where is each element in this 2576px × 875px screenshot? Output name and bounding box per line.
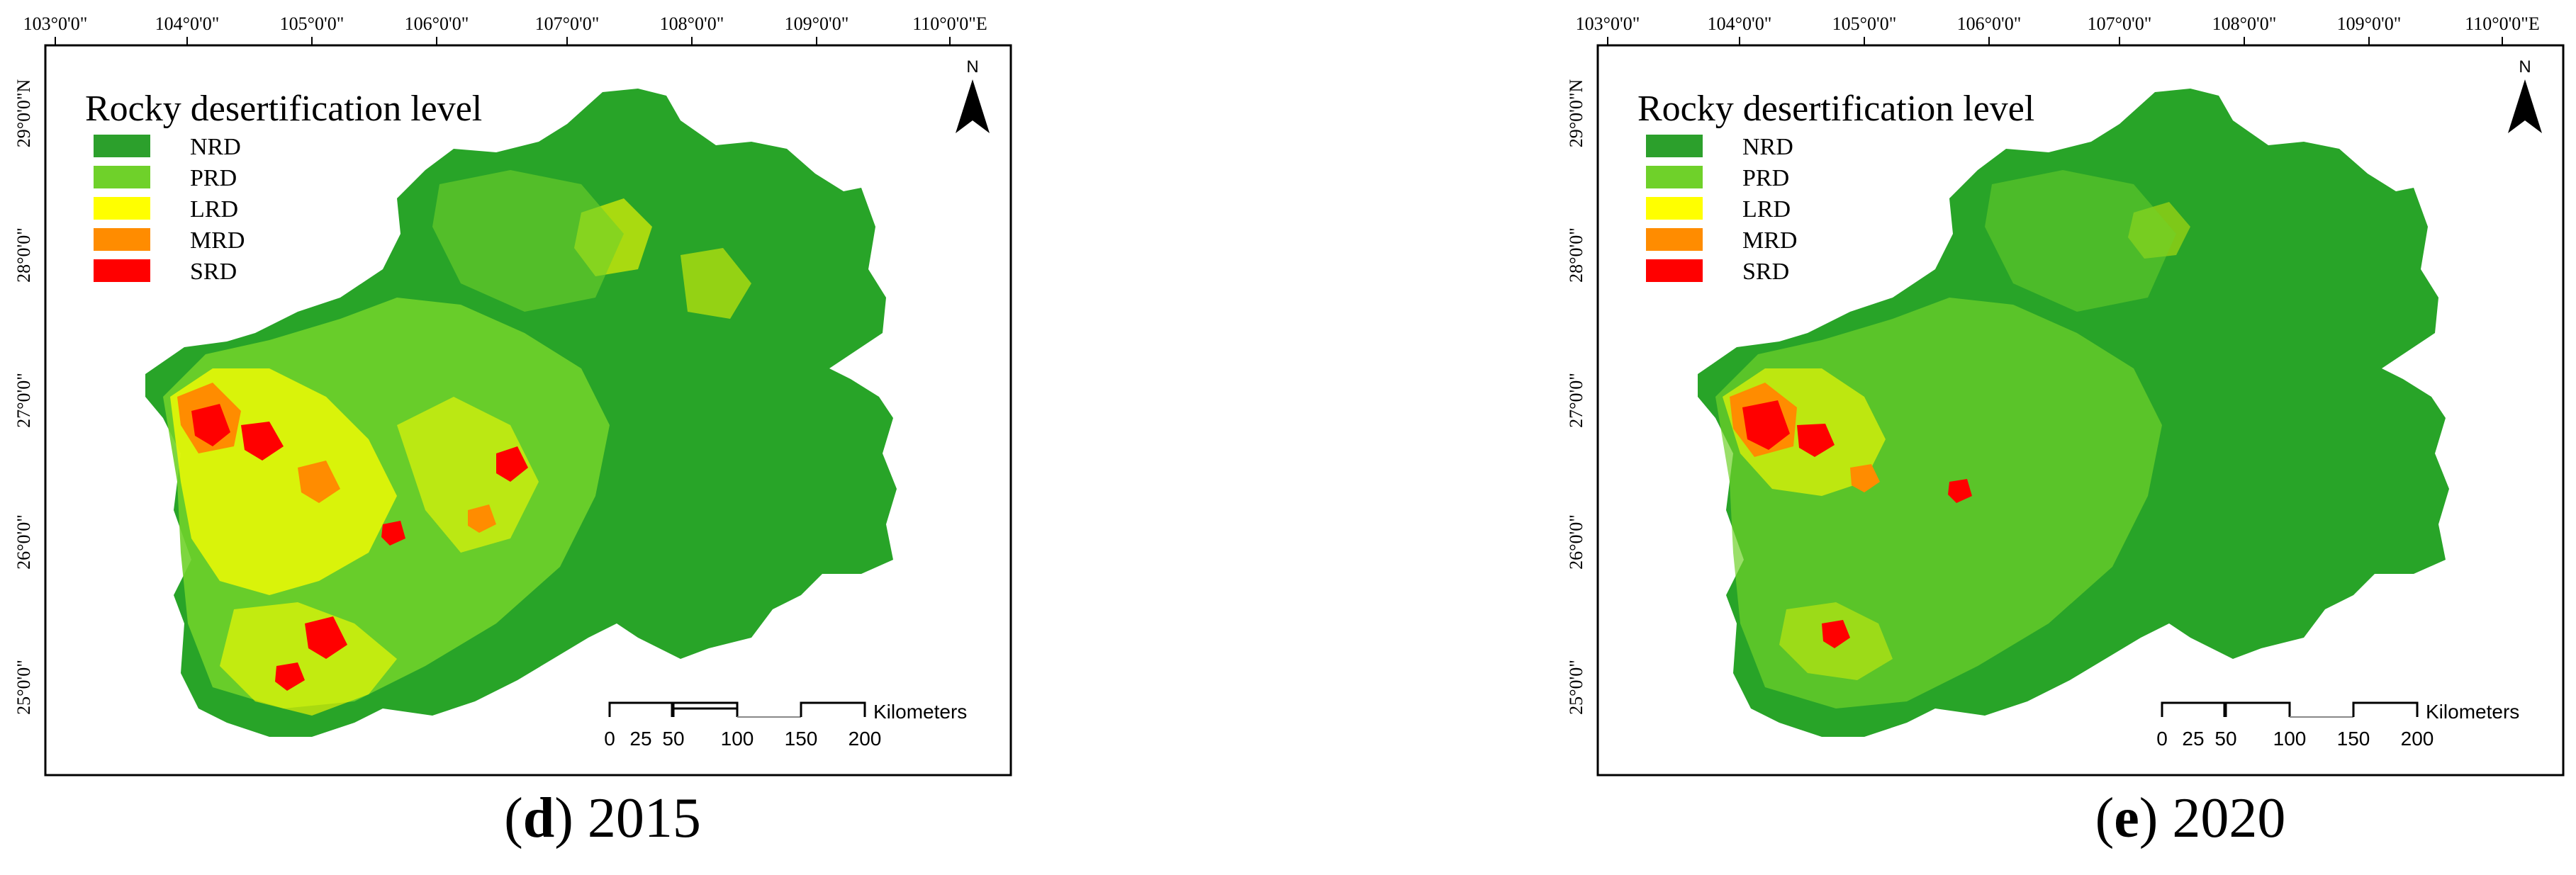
legend-swatch-srd [1646,259,1703,282]
panel-year: 2020 [2172,787,2286,849]
north-arrow-icon: N [956,57,990,133]
longitude-tick-labels: 103°0'0" 104°0'0" 105°0'0" 106°0'0" 107°… [1576,13,2540,34]
lat-tick-29: 29°0'0"N [1566,79,1586,148]
lon-tick-104: 104°0'0" [1708,13,1772,34]
map-panel-2020: 103°0'0" 104°0'0" 105°0'0" 106°0'0" 107°… [1552,0,2576,875]
lon-tick-108: 108°0'0" [2212,13,2277,34]
lon-tick-108: 108°0'0" [660,13,724,34]
scale-label-50: 50 [2214,728,2236,750]
map-frame [1596,44,2565,777]
lon-tick-103: 103°0'0" [23,13,88,34]
scale-label-0: 0 [2156,728,2168,750]
lon-tick-106: 106°0'0" [1957,13,2022,34]
panel-letter: e [2114,787,2139,849]
latitude-tick-labels: 29°0'0"N 28°0'0" 27°0'0" 26°0'0" 25°0'0" [13,79,34,715]
lon-tick-106: 106°0'0" [405,13,469,34]
panel-year: 2015 [587,787,701,849]
north-label: N [966,57,978,77]
lon-tick-109: 109°0'0" [785,13,849,34]
legend-label-lrd: LRD [1742,196,1791,222]
legend-swatch-mrd [1646,228,1703,251]
latitude-tick-labels: 29°0'0"N 28°0'0" 27°0'0" 26°0'0" 25°0'0" [1566,79,1586,715]
scale-label-200: 200 [849,728,882,750]
lat-tick-27: 27°0'0" [13,373,34,428]
lon-tick-105: 105°0'0" [1832,13,1897,34]
scale-label-25: 25 [629,728,651,750]
legend-swatch-prd [94,166,150,188]
legend-swatch-nrd [1646,135,1703,157]
lon-tick-110: 110°0'0"E [912,13,987,34]
scale-label-150: 150 [2337,728,2370,750]
lon-tick-107: 107°0'0" [2088,13,2152,34]
panel-letter: d [522,787,555,849]
lon-tick-104: 104°0'0" [155,13,220,34]
legend-label-mrd: MRD [190,227,245,254]
lon-tick-105: 105°0'0" [280,13,345,34]
legend-title: Rocky desertification level [85,89,482,129]
lat-tick-28: 28°0'0" [1566,227,1586,283]
scale-label-25: 25 [2182,728,2204,750]
map-frame [44,44,1012,777]
legend-swatch-srd [94,259,150,282]
scale-label-150: 150 [785,728,818,750]
map-figure: 103°0'0" 104°0'0" 105°0'0" 106°0'0" 107°… [1566,13,2565,777]
north-arrow-icon: N [2508,57,2542,133]
lat-tick-26: 26°0'0" [1566,514,1586,570]
scale-label-100: 100 [2273,728,2307,750]
legend-swatch-nrd [94,135,150,157]
lat-tick-26: 26°0'0" [13,514,34,570]
legend: Rocky desertification level NRD PRD LRD … [85,89,482,285]
scale-label-50: 50 [662,728,684,750]
legend: Rocky desertification level NRD PRD LRD … [1637,89,2034,285]
panel-caption: (d) 2015 [504,787,701,849]
lat-tick-25: 25°0'0" [1566,660,1586,715]
legend-label-prd: PRD [1742,165,1789,191]
north-label: N [2519,57,2531,77]
map-panel-2015: 103°0'0" 104°0'0" 105°0'0" 106°0'0" 107°… [0,0,1077,875]
lat-tick-27: 27°0'0" [1566,373,1586,428]
longitude-tick-labels: 103°0'0" 104°0'0" 105°0'0" 106°0'0" 107°… [23,13,987,34]
legend-swatch-lrd [94,197,150,220]
scale-label-100: 100 [721,728,754,750]
legend-swatch-lrd [1646,197,1703,220]
lon-tick-107: 107°0'0" [535,13,600,34]
scale-label-0: 0 [604,728,615,750]
lat-tick-29: 29°0'0"N [13,79,34,148]
legend-swatch-mrd [94,228,150,251]
legend-label-nrd: NRD [1742,134,1793,160]
desertification-region [145,89,897,737]
lon-tick-110: 110°0'0"E [2465,13,2540,34]
panel-caption: (e) 2020 [2095,787,2286,849]
legend-label-mrd: MRD [1742,227,1797,254]
legend-title: Rocky desertification level [1637,89,2034,129]
legend-label-srd: SRD [190,259,237,285]
scale-bar: 0 25 50 100 150 200 Kilometers [604,701,967,750]
legend-label-prd: PRD [190,165,237,191]
lon-tick-109: 109°0'0" [2337,13,2402,34]
legend-label-srd: SRD [1742,259,1789,285]
legend-label-nrd: NRD [190,134,241,160]
lat-tick-28: 28°0'0" [13,227,34,283]
legend-label-lrd: LRD [190,196,238,222]
scale-unit: Kilometers [2426,701,2519,723]
scale-unit: Kilometers [873,701,967,723]
desertification-region [1698,89,2449,737]
scale-label-200: 200 [2401,728,2434,750]
lat-tick-25: 25°0'0" [13,660,34,715]
scale-bar: 0 25 50 100 150 200 Kilometers [2156,701,2519,750]
legend-swatch-prd [1646,166,1703,188]
map-figure: 103°0'0" 104°0'0" 105°0'0" 106°0'0" 107°… [13,13,1012,777]
lon-tick-103: 103°0'0" [1576,13,1640,34]
